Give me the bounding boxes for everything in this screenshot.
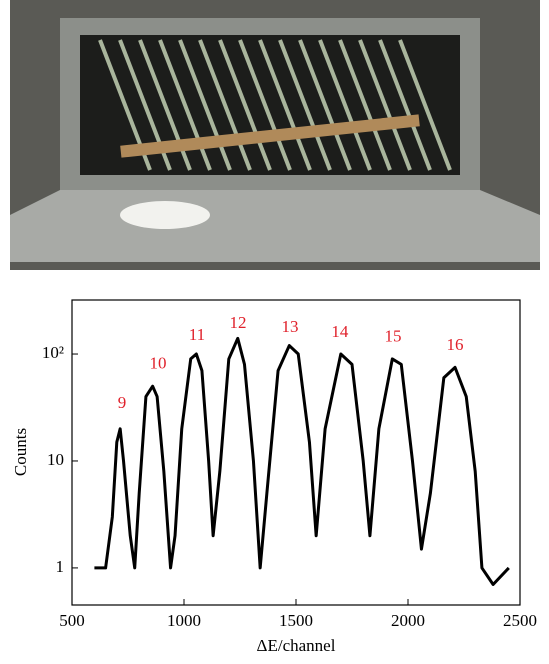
peak-label: 15 xyxy=(384,326,401,345)
y-tick-label: 1 xyxy=(56,557,65,576)
board xyxy=(120,114,420,158)
x-tick-label: 1500 xyxy=(279,611,313,630)
base-plate xyxy=(10,190,540,262)
peak-label: 12 xyxy=(229,313,246,332)
y-axis-label: Counts xyxy=(11,428,30,476)
x-tick-label: 500 xyxy=(59,611,85,630)
peak-label: 11 xyxy=(189,325,205,344)
x-tick-label: 2500 xyxy=(503,611,537,630)
peak-label: 14 xyxy=(331,322,349,341)
peak-label: 13 xyxy=(281,317,298,336)
photo xyxy=(10,0,540,270)
y-tick-label: 10 xyxy=(47,450,64,469)
electrode-wires xyxy=(98,39,452,171)
peak-label: 16 xyxy=(447,335,464,354)
spectrum-line xyxy=(94,336,510,586)
x-axis-label: ΔE/channel xyxy=(257,636,336,655)
y-tick-label: 10² xyxy=(42,343,64,362)
x-tick-label: 1000 xyxy=(167,611,201,630)
x-tick-label: 2000 xyxy=(391,611,425,630)
cloth xyxy=(120,201,210,229)
peak-label: 9 xyxy=(118,393,127,412)
peak-label: 10 xyxy=(150,353,167,372)
